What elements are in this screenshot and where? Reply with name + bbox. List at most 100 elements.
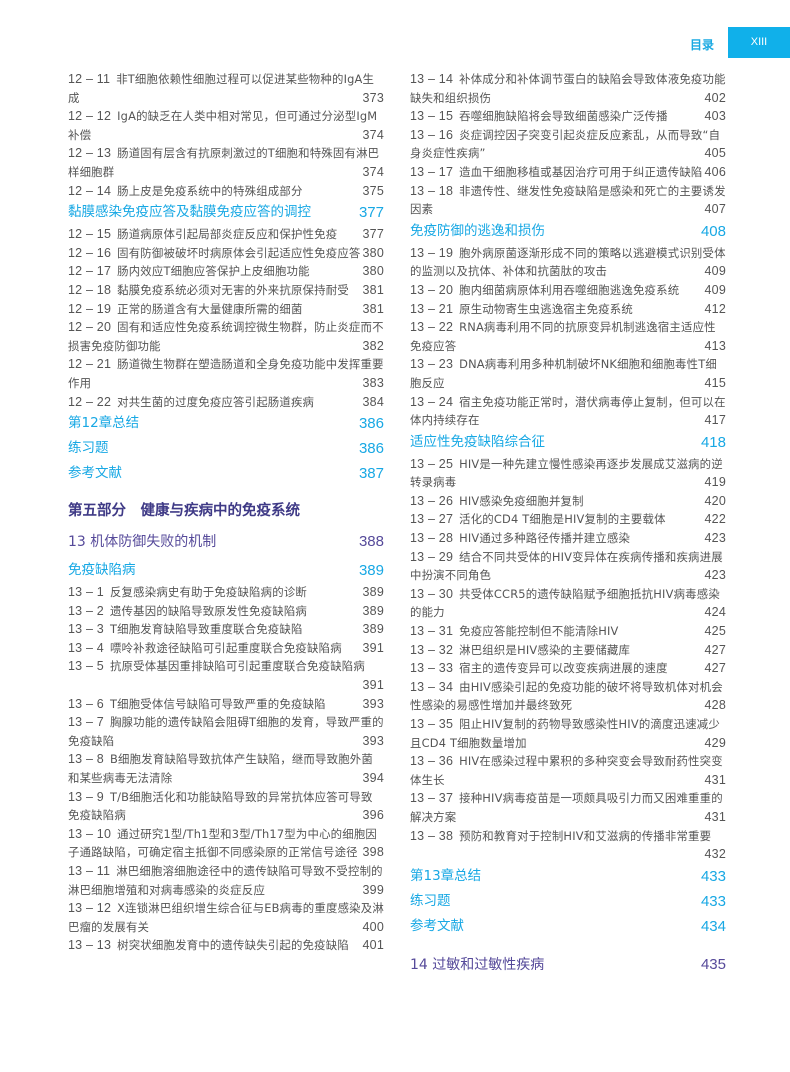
toc-section-heading[interactable]: 参考文献 434 — [410, 914, 726, 939]
toc-entry[interactable]: 12 – 21 肠道微生物群在塑造肠道和全身免疫功能中发挥重要作用 383 — [68, 355, 384, 392]
toc-entry[interactable]: 13 – 28 HIV通过多种路径传播并建立感染 423 — [410, 529, 726, 548]
entry-title: 练习题 — [68, 440, 109, 457]
toc-entry[interactable]: 13 – 1 反复感染病史有助于免疫缺陷病的诊断 389 — [68, 583, 384, 602]
toc-entry[interactable]: 13 – 14 补体成分和补体调节蛋白的缺陷会导致体液免疫功能缺失和组织损伤 402 — [410, 70, 726, 107]
toc-section-heading[interactable]: 练习题 433 — [410, 889, 726, 914]
toc-entry[interactable]: 12 – 14 肠上皮是免疫系统中的特殊组成部分 375 — [68, 182, 384, 201]
toc-section-heading[interactable]: 第12章总结 386 — [68, 411, 384, 436]
entry-number: 13 – 10 — [68, 826, 112, 841]
toc-entry[interactable]: 12 – 11 非T细胞依赖性细胞过程可以促进某些物种的IgA生成 373 — [68, 70, 384, 107]
toc-section-heading[interactable]: 免疫防御的逃逸和损伤 408 — [410, 219, 726, 244]
page-number: 393 — [362, 696, 384, 711]
entry-title: 黏膜感染免疫应答及黏膜免疫应答的调控 — [68, 204, 311, 221]
toc-entry[interactable]: 12 – 16 固有防御被破坏时病原体会引起适应性免疫应答 380 — [68, 244, 384, 263]
page-number: 413 — [704, 338, 726, 353]
page-number: 388 — [358, 533, 384, 551]
toc-entry[interactable]: 13 – 11 淋巴细胞溶细胞途径中的遗传缺陷可导致不受控制的淋巴细胞增殖和对病毒… — [68, 862, 384, 899]
toc-entry[interactable]: 13 – 33 宿主的遗传变异可以改变疾病进展的速度 427 — [410, 659, 726, 678]
entry-title: 嘌呤补救途径缺陷可引起重度联合免疫缺陷病 — [109, 640, 342, 655]
entry-title: 反复感染病史有助于免疫缺陷病的诊断 — [109, 585, 308, 600]
toc-entry[interactable]: 12 – 17 肠内效应T细胞应答保护上皮细胞功能 380 — [68, 262, 384, 281]
toc-entry[interactable]: 13 – 16 炎症调控因子突变引起炎症反应紊乱，从而导致“自身炎症性疾病” 405 — [410, 126, 726, 163]
entry-number: 13 – 26 — [410, 493, 454, 508]
page-number: 399 — [362, 882, 384, 897]
entry-title: HIV感染免疫细胞并复制 — [459, 493, 584, 508]
entry-title: 接种HIV病毒疫苗是一项颇具吸引力而又困难重重的解决方案 — [410, 791, 723, 824]
toc-entry[interactable]: 13 – 10 通过研究1型/Th1型和3型/Th17型为中心的细胞因子通路缺陷，… — [68, 825, 384, 862]
toc-entry[interactable]: 12 – 13 肠道固有层含有抗原刺激过的T细胞和特殊固有淋巴样细胞群 374 — [68, 144, 384, 181]
toc-entry[interactable]: 13 – 3 T细胞发育缺陷导致重度联合免疫缺陷 389 — [68, 620, 384, 639]
toc-entry[interactable]: 13 – 22 RNA病毒利用不同的抗原变异机制逃逸宿主适应性免疫应答 413 — [410, 318, 726, 355]
toc-entry[interactable]: 12 – 15 肠道病原体引起局部炎症反应和保护性免疫 377 — [68, 225, 384, 244]
page-number: 380 — [362, 245, 384, 260]
toc-entry[interactable]: 13 – 24 宿主免疫功能正常时，潜伏病毒停止复制，但可以在体内持续存在 417 — [410, 393, 726, 430]
toc-entry[interactable]: 12 – 20 固有和适应性免疫系统调控微生物群，防止炎症而不损害免疫防御功能 38… — [68, 318, 384, 355]
toc-entry[interactable]: 13 – 8 B细胞发育缺陷导致抗体产生缺陷，继而导致胞外菌和某些病毒无法清除 39… — [68, 750, 384, 787]
toc-section-heading[interactable]: 适应性免疫缺陷综合征 418 — [410, 430, 726, 455]
toc-entry[interactable]: 13 – 25 HIV是一种先建立慢性感染再逐步发展成艾滋病的逆转录病毒 419 — [410, 455, 726, 492]
page-number: 381 — [362, 301, 384, 316]
toc-section-heading[interactable]: 免疫缺陷病 389 — [68, 558, 384, 583]
toc-entry[interactable]: 13 – 31 免疫应答能控制但不能清除HIV 425 — [410, 622, 726, 641]
entry-number: 13 – 33 — [410, 661, 454, 676]
page-number: 427 — [704, 661, 726, 676]
toc-section-heading[interactable]: 练习题 386 — [68, 436, 384, 461]
entry-number: 13 – 36 — [410, 754, 454, 769]
page-number: 419 — [704, 475, 726, 490]
toc-section-heading[interactable]: 黏膜感染免疫应答及黏膜免疫应答的调控 377 — [68, 200, 384, 225]
entry-number: 13 – 8 — [68, 752, 104, 767]
toc-entry[interactable]: 12 – 18 黏膜免疫系统必须对无害的外来抗原保持耐受 381 — [68, 281, 384, 300]
toc-entry[interactable]: 13 – 18 非遗传性、继发性免疫缺陷是感染和死亡的主要诱发因素 407 — [410, 182, 726, 219]
toc-entry[interactable]: 13 – 29 结合不同共受体的HIV变异体在疾病传播和疾病进展中扮演不同角色 42… — [410, 548, 726, 585]
toc-entry[interactable]: 13 – 4 嘌呤补救途径缺陷可引起重度联合免疫缺陷病 391 — [68, 639, 384, 658]
toc-entry[interactable]: 12 – 12 IgA的缺乏在人类中相对常见，但可通过分泌型IgM补偿 374 — [68, 107, 384, 144]
entry-number: 13 – 27 — [410, 512, 454, 527]
toc-entry[interactable]: 13 – 23 DNA病毒利用多种机制破坏NK细胞和细胞毒性T细胞反应 415 — [410, 355, 726, 392]
toc-entry[interactable]: 12 – 22 对共生菌的过度免疫应答引起肠道疾病 384 — [68, 393, 384, 412]
toc-entry[interactable]: 13 – 20 胞内细菌病原体利用吞噬细胞逃逸免疫系统 409 — [410, 281, 726, 300]
toc-entry[interactable]: 13 – 7 胸腺功能的遗传缺陷会阻碍T细胞的发育，导致严重的免疫缺陷 393 — [68, 713, 384, 750]
entry-title: 树突状细胞发育中的遗传缺失引起的免疫缺陷 — [117, 938, 349, 953]
toc-entry[interactable]: 13 – 12 X连锁淋巴组织增生综合征与EB病毒的重度感染及淋巴瘤的发展有关 40… — [68, 899, 384, 936]
toc-entry[interactable]: 13 – 9 T/B细胞活化和功能缺陷导致的异常抗体应答可导致免疫缺陷病 396 — [68, 788, 384, 825]
toc-entry[interactable]: 13 – 34 由HIV感染引起的免疫功能的破坏将导致机体对机会性感染的易感性增加… — [410, 678, 726, 715]
toc-section-heading[interactable]: 第13章总结 433 — [410, 864, 726, 889]
toc-entry[interactable]: 13 – 6 T细胞受体信号缺陷可导致严重的免疫缺陷 393 — [68, 695, 384, 714]
toc-entry[interactable]: 13 – 5 抗原受体基因重排缺陷可引起重度联合免疫缺陷病 391 — [68, 657, 384, 694]
toc-entry[interactable]: 13 – 27 活化的CD4 T细胞是HIV复制的主要载体 422 — [410, 510, 726, 529]
entry-title: 补体成分和补体调节蛋白的缺陷会导致体液免疫功能缺失和组织损伤 — [410, 72, 726, 105]
entry-title: HIV通过多种路径传播并建立感染 — [459, 531, 631, 546]
toc-entry[interactable]: 13 – 13 树突状细胞发育中的遗传缺失引起的免疫缺陷 401 — [68, 936, 384, 955]
toc-entry[interactable]: 13 – 17 造血干细胞移植或基因治疗可用于纠正遗传缺陷 406 — [410, 163, 726, 182]
toc-section-heading[interactable]: 参考文献 387 — [68, 461, 384, 486]
toc-entry[interactable]: 13 – 26 HIV感染免疫细胞并复制 420 — [410, 492, 726, 511]
page-number: 389 — [362, 585, 384, 600]
toc-entry[interactable]: 13 – 15 吞噬细胞缺陷将会导致细菌感染广泛传播 403 — [410, 107, 726, 126]
toc-entry[interactable]: 13 – 32 淋巴组织是HIV感染的主要储藏库 427 — [410, 641, 726, 660]
page-number: 428 — [704, 698, 726, 713]
toc-entry[interactable]: 13 – 37 接种HIV病毒疫苗是一项颇具吸引力而又困难重重的解决方案 431 — [410, 789, 726, 826]
entry-number: 12 – 21 — [68, 357, 112, 372]
page-number: 418 — [700, 433, 726, 451]
entry-number: 13 – 20 — [410, 282, 454, 297]
toc-chapter-heading[interactable]: 14 过敏和过敏性疾病 435 — [410, 953, 726, 977]
page-number: 422 — [704, 512, 726, 527]
page-number: 434 — [700, 917, 726, 935]
toc-entry[interactable]: 12 – 19 正常的肠道含有大量健康所需的细菌 381 — [68, 300, 384, 319]
toc-entry[interactable]: 13 – 19 胞外病原菌逐渐形成不同的策略以逃避模式识别受体的监测以及抗体、补体… — [410, 244, 726, 281]
entry-number: 12 – 12 — [68, 109, 112, 124]
entry-number: 12 – 13 — [68, 146, 112, 161]
entry-number: 13 – 25 — [410, 456, 454, 471]
entry-title: 肠道微生物群在塑造肠道和全身免疫功能中发挥重要作用 — [68, 357, 384, 390]
toc-entry[interactable]: 13 – 36 HIV在感染过程中累积的多种突变会导致耐药性突变体生长 431 — [410, 752, 726, 789]
toc-entry[interactable]: 13 – 35 阻止HIV复制的药物导致感染性HIV的滴度迅速减少且CD4 T细胞… — [410, 715, 726, 752]
toc-entry[interactable]: 13 – 30 共受体CCR5的遗传缺陷赋予细胞抵抗HIV病毒感染的能力 424 — [410, 585, 726, 622]
toc-entry[interactable]: 13 – 21 原生动物寄生虫逃逸宿主免疫系统 412 — [410, 300, 726, 319]
entry-title: 黏膜免疫系统必须对无害的外来抗原保持耐受 — [117, 282, 349, 297]
toc-chapter-heading[interactable]: 13 机体防御失败的机制 388 — [68, 530, 384, 554]
entry-title: 原生动物寄生虫逃逸宿主免疫系统 — [459, 301, 633, 316]
toc-entry[interactable]: 13 – 38 预防和教育对于控制HIV和艾滋病的传播非常重要 432 — [410, 827, 726, 864]
toc-entry[interactable]: 13 – 2 遗传基因的缺陷导致原发性免疫缺陷病 389 — [68, 602, 384, 621]
entry-number: 13 – 12 — [68, 901, 112, 916]
entry-number: 13 – 34 — [410, 679, 454, 694]
